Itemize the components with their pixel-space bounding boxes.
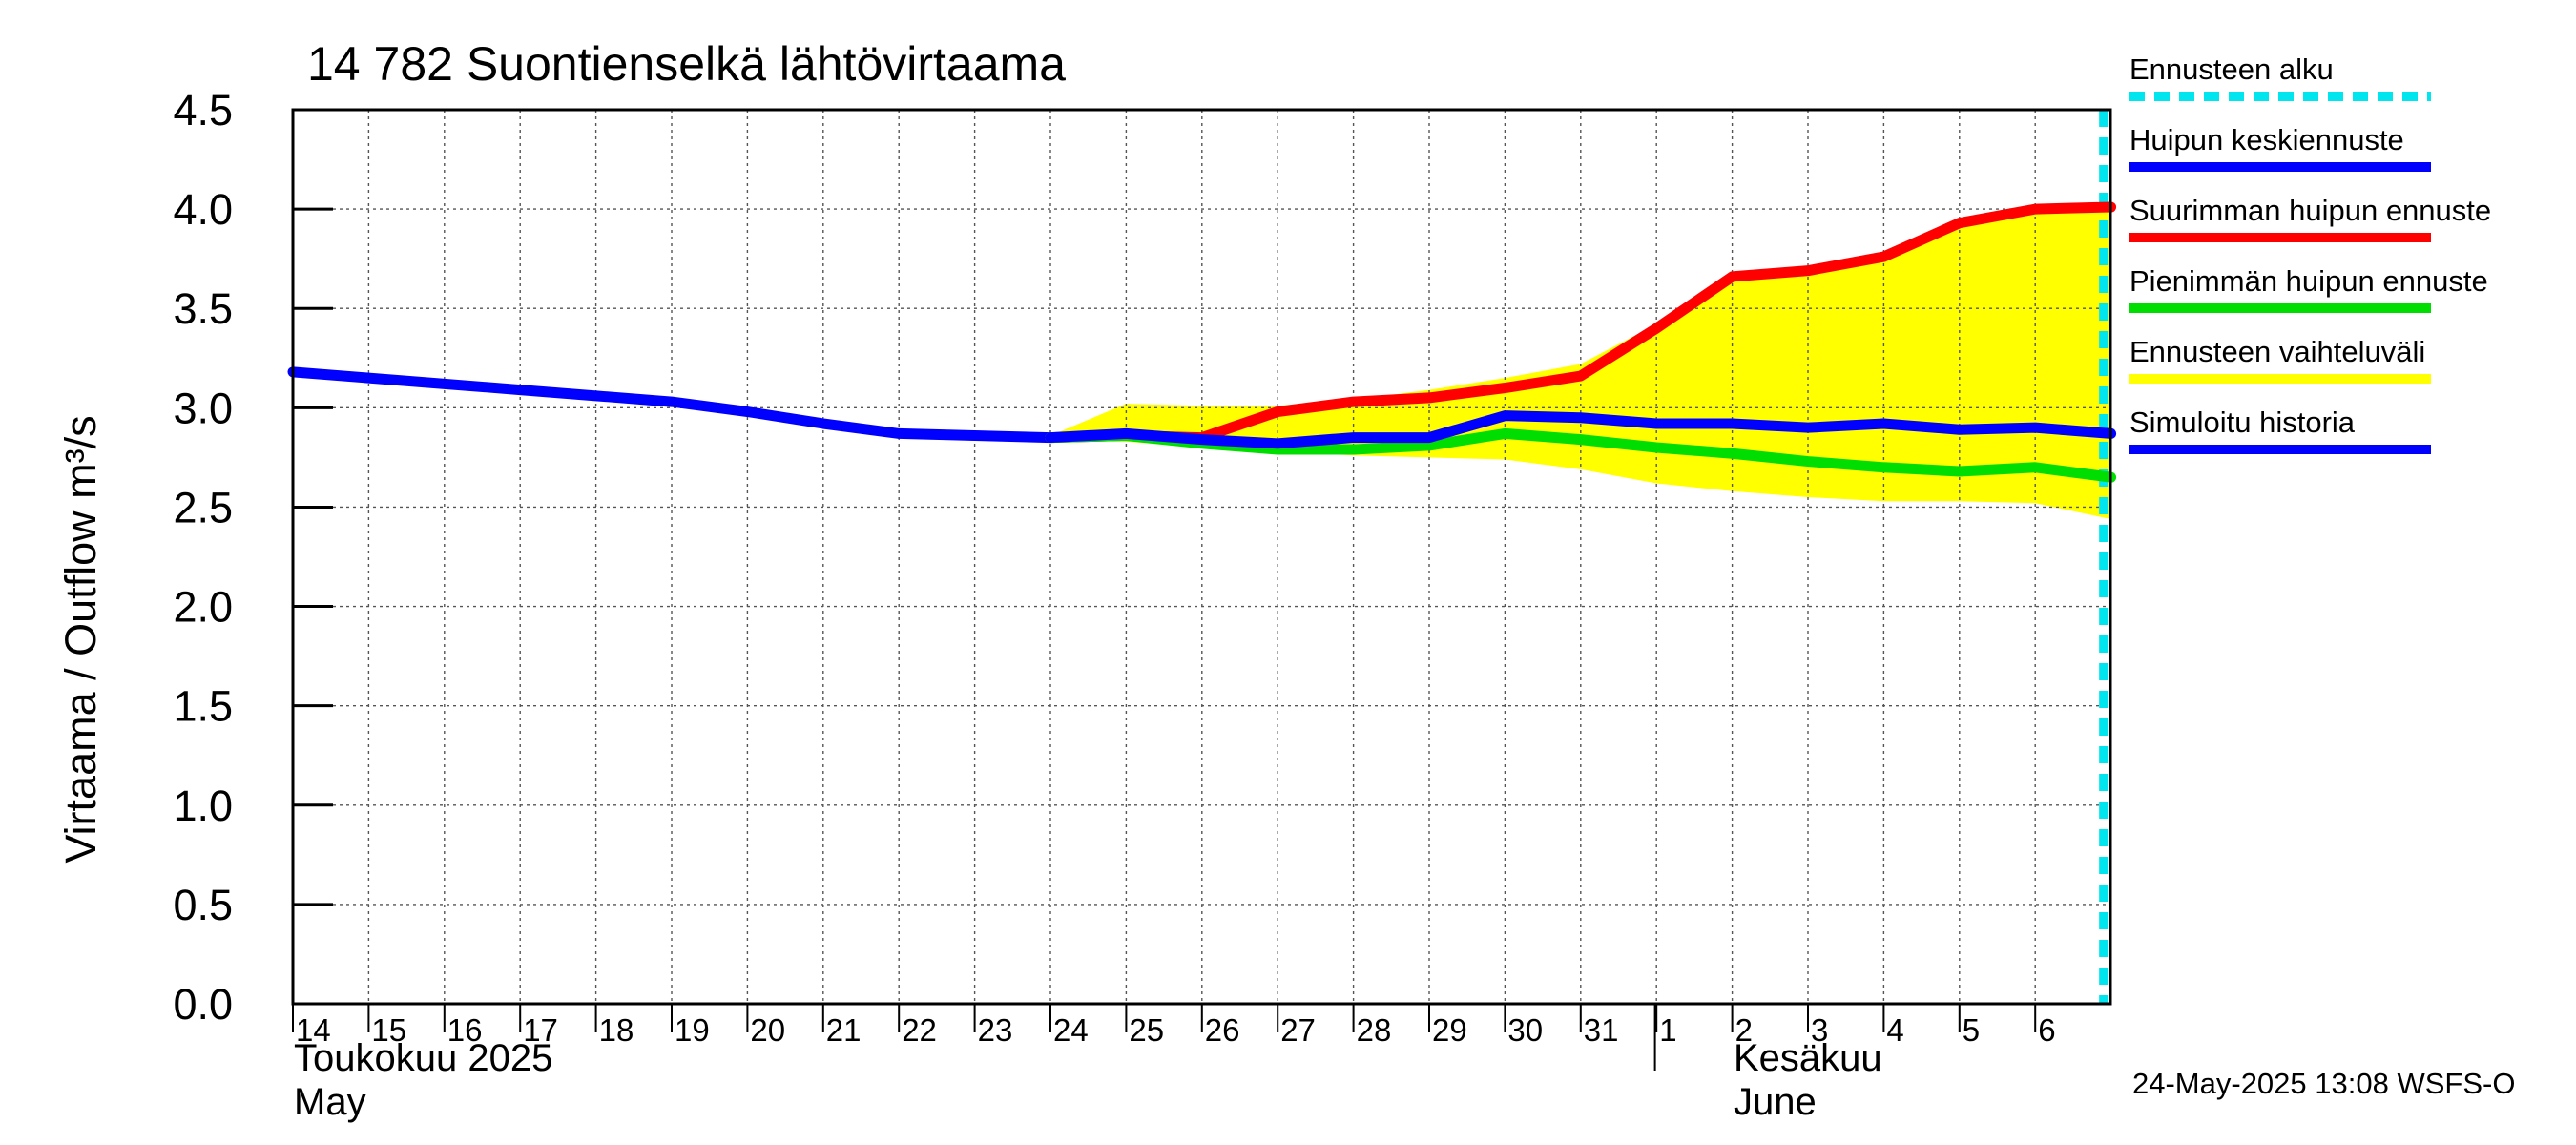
month-label-may-fi: Toukokuu 2025 — [294, 1037, 552, 1079]
y-tick-label: 0.0 — [173, 980, 233, 1029]
series-line-simuloitu-historia — [287, 366, 1056, 444]
legend-label-ennusteen-vaihteluv-li: Ennusteen vaihteluväli — [2129, 335, 2425, 368]
x-tick-label: 5 — [1963, 1012, 1980, 1048]
series-line-suurimman-huipun-ennuste — [1045, 201, 2117, 444]
x-tick-label: 17 — [523, 1012, 558, 1048]
x-tick-label: 16 — [447, 1012, 483, 1048]
x-tick-label: 27 — [1280, 1012, 1316, 1048]
x-tick-labels: 14 15 16 17 18 19 20 21 22 23 24 25 26 27 28 29 30 31 1 2 3 4… — [296, 1012, 2056, 1048]
x-tick-label: 2 — [1735, 1012, 1753, 1048]
timestamp-footer: 24-May-2025 13:08 WSFS-O — [2132, 1067, 2515, 1100]
y-tick-label: 4.5 — [173, 86, 233, 135]
x-tick-label: 18 — [599, 1012, 634, 1048]
axes-layer — [291, 108, 2112, 1071]
legend-label-simuloitu-historia: Simuloitu historia — [2129, 406, 2356, 439]
legend: Ennusteen alku Huipun keskiennuste Suurimm… — [2129, 52, 2491, 454]
x-tick-label: 21 — [826, 1012, 862, 1048]
y-tick-label: 3.5 — [173, 284, 233, 333]
month-label-may-en: May — [294, 1081, 366, 1123]
x-tick-label: 28 — [1357, 1012, 1392, 1048]
y-tick-label: 1.0 — [173, 781, 233, 830]
x-tick-label: 15 — [371, 1012, 406, 1048]
x-tick-label: 6 — [2038, 1012, 2055, 1048]
chart-title: 14 782 Suontienselkä lähtövirtaama — [307, 37, 1066, 91]
legend-label-huipun-keskiennuste: Huipun keskiennuste — [2129, 123, 2404, 156]
series-line-huipun-keskiennuste — [1045, 410, 2117, 449]
legend-label-ennusteen-alku: Ennusteen alku — [2129, 52, 2334, 86]
y-tick-label: 2.5 — [173, 483, 233, 531]
x-tick-label: 30 — [1507, 1012, 1543, 1048]
x-tick-label: 20 — [750, 1012, 785, 1048]
y-tick-label: 2.0 — [173, 583, 233, 632]
x-tick-label: 19 — [675, 1012, 710, 1048]
y-tick-label: 1.5 — [173, 682, 233, 731]
x-tick-label: 14 — [296, 1012, 331, 1048]
legend-label-suurimman-huipun-ennuste: Suurimman huipun ennuste — [2129, 194, 2491, 227]
x-tick-label: 23 — [978, 1012, 1013, 1048]
y-axis-label: Virtaama / Outflow m³/s — [56, 415, 105, 863]
x-tick-label: 24 — [1053, 1012, 1089, 1048]
y-tick-labels: 0.0 0.5 1.0 1.5 2.0 2.5 3.0 3.5 4.0 4.5 — [173, 86, 233, 1029]
month-label-june-en: June — [1734, 1081, 1817, 1123]
y-tick-label: 0.5 — [173, 881, 233, 929]
series-layer — [287, 201, 2117, 483]
x-tick-label: 31 — [1584, 1012, 1619, 1048]
month-label-june-fi: Kesäkuu — [1734, 1037, 1882, 1079]
x-tick-label: 4 — [1886, 1012, 1903, 1048]
x-tick-label: 22 — [902, 1012, 937, 1048]
y-tick-label: 4.0 — [173, 185, 233, 234]
x-tick-label: 1 — [1659, 1012, 1676, 1048]
x-tick-label: 3 — [1811, 1012, 1828, 1048]
x-tick-label: 26 — [1205, 1012, 1240, 1048]
legend-label-pienimm-n-huipun-ennuste: Pienimmän huipun ennuste — [2129, 264, 2488, 298]
x-tick-label: 29 — [1432, 1012, 1467, 1048]
x-tick-label: 25 — [1129, 1012, 1164, 1048]
y-tick-label: 3.0 — [173, 384, 233, 432]
